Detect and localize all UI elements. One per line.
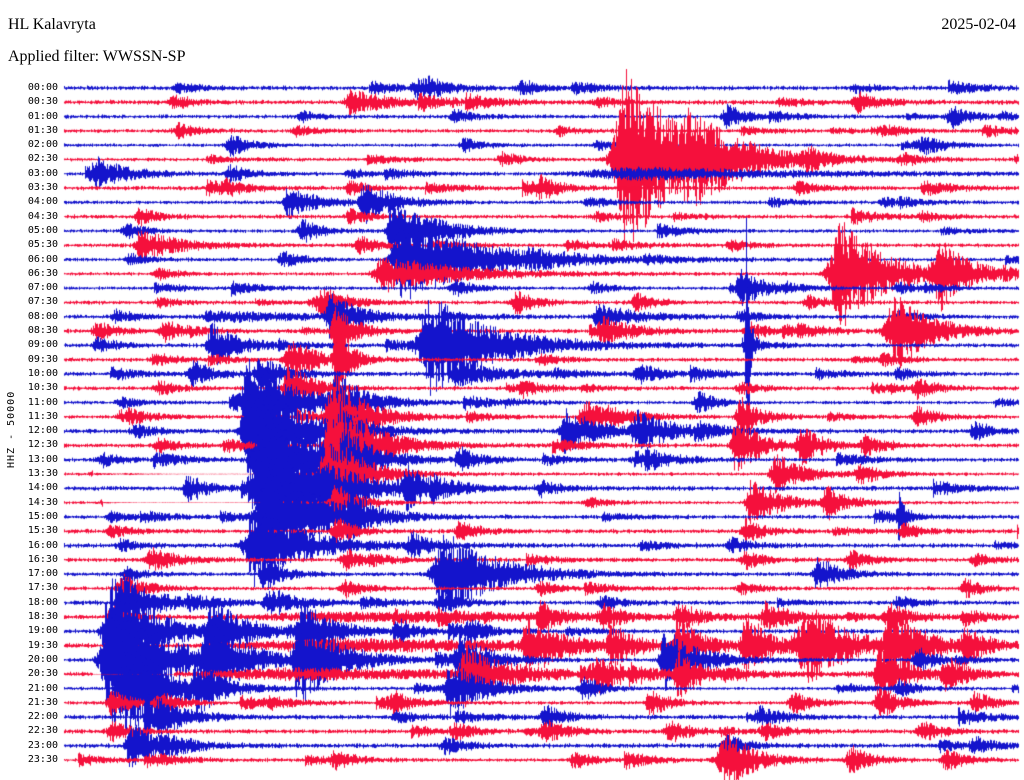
time-label: 04:30 xyxy=(27,210,58,222)
time-label: 10:30 xyxy=(27,382,58,394)
time-label: 05:00 xyxy=(27,224,58,236)
time-label: 13:30 xyxy=(27,468,58,480)
time-label: 09:00 xyxy=(27,339,58,351)
time-label: 02:00 xyxy=(27,139,58,151)
time-label: 08:30 xyxy=(27,325,58,337)
time-label: 20:00 xyxy=(27,653,58,665)
time-label: 18:00 xyxy=(27,596,58,608)
time-label: 11:00 xyxy=(27,396,58,408)
station-title: HL Kalavryta xyxy=(8,16,96,33)
time-label: 08:00 xyxy=(27,310,58,322)
time-label: 06:00 xyxy=(27,253,58,265)
time-label: 23:00 xyxy=(27,739,58,751)
time-label: 22:00 xyxy=(27,711,58,723)
time-label: 03:00 xyxy=(27,167,58,179)
time-label: 14:00 xyxy=(27,482,58,494)
time-label: 12:00 xyxy=(27,425,58,437)
time-label: 01:00 xyxy=(27,110,58,122)
time-label: 06:30 xyxy=(27,267,58,279)
time-label: 17:30 xyxy=(27,582,58,594)
time-label: 00:30 xyxy=(27,96,58,108)
time-label: 16:30 xyxy=(27,553,58,565)
time-label: 11:30 xyxy=(27,410,58,422)
time-label: 16:00 xyxy=(27,539,58,551)
time-label: 21:30 xyxy=(27,696,58,708)
time-label: 04:00 xyxy=(27,196,58,208)
time-label: 21:00 xyxy=(27,682,58,694)
time-label: 00:00 xyxy=(27,82,58,93)
time-label: 03:30 xyxy=(27,182,58,194)
time-label: 15:00 xyxy=(27,510,58,522)
time-label: 12:30 xyxy=(27,439,58,451)
filter-label: Applied filter: WWSSN-SP xyxy=(8,48,186,65)
time-labels-column: 00:00 00:30 01:00 01:30 02:00 02:30 03:00 03:30… xyxy=(0,0,60,780)
time-label: 13:00 xyxy=(27,453,58,465)
time-label: 22:30 xyxy=(27,725,58,737)
time-label: 09:30 xyxy=(27,353,58,365)
time-label: 01:30 xyxy=(27,124,58,136)
time-label: 02:30 xyxy=(27,153,58,165)
time-label: 14:30 xyxy=(27,496,58,508)
time-label: 19:30 xyxy=(27,639,58,651)
date-label: 2025-02-04 xyxy=(941,16,1016,33)
time-label: 19:00 xyxy=(27,625,58,637)
time-label: 07:00 xyxy=(27,282,58,294)
time-label: 17:00 xyxy=(27,568,58,580)
time-label: 20:30 xyxy=(27,668,58,680)
time-label: 18:30 xyxy=(27,611,58,623)
time-label: 05:30 xyxy=(27,239,58,251)
time-label: 10:00 xyxy=(27,367,58,379)
time-label: 23:30 xyxy=(27,754,58,765)
time-label: 07:30 xyxy=(27,296,58,308)
time-label: 15:30 xyxy=(27,525,58,537)
